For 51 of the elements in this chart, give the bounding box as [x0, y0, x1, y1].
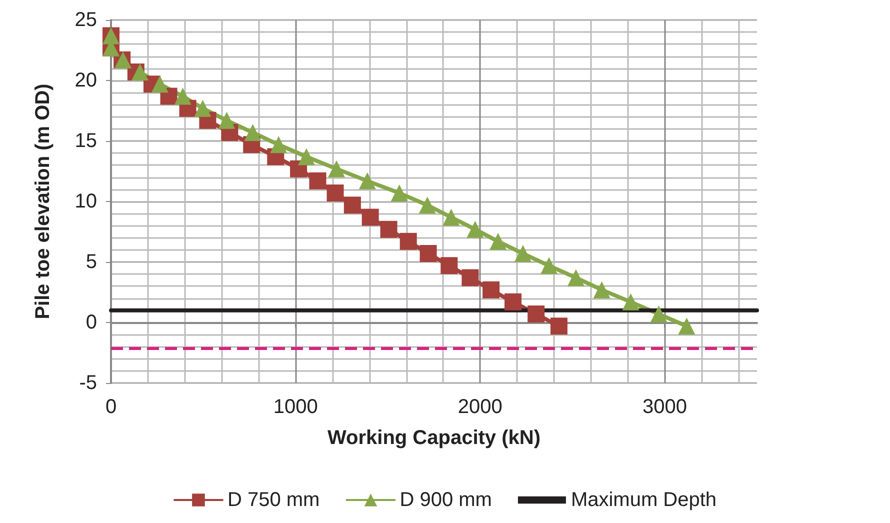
point: [344, 196, 361, 214]
x-tick-label: 2000: [458, 396, 502, 418]
point: [678, 318, 696, 335]
point: [567, 269, 584, 286]
point: [466, 220, 484, 238]
point: [151, 76, 168, 93]
point: [326, 184, 344, 202]
y-axis-title: Pile toe elevation (m OD): [32, 84, 54, 320]
point: [440, 257, 458, 274]
point: [593, 281, 610, 298]
point: [650, 306, 668, 323]
point: [442, 208, 460, 226]
y-tick-label: 25: [74, 9, 97, 31]
x-tick-label: 3000: [642, 396, 687, 418]
legend-label: D 900 mm: [400, 489, 492, 511]
point: [270, 136, 288, 154]
point: [482, 281, 500, 298]
point: [218, 112, 236, 129]
point: [194, 100, 212, 117]
point: [550, 318, 568, 335]
point: [514, 245, 532, 262]
point: [540, 257, 558, 274]
point: [622, 293, 640, 310]
point: [400, 232, 417, 250]
y-tick-label: -5: [79, 372, 97, 394]
y-tick-label: 0: [86, 312, 97, 334]
point: [462, 269, 479, 286]
x-tick-label: 0: [105, 396, 117, 418]
y-tick-label: 10: [74, 190, 97, 212]
point: [390, 184, 408, 202]
point: [328, 160, 346, 178]
legend-label: Maximum Depth: [570, 489, 717, 511]
x-axis-title: Working Capacity (kN): [328, 427, 540, 449]
point: [358, 172, 376, 190]
point: [362, 208, 379, 226]
point: [418, 196, 436, 214]
point: [298, 148, 315, 166]
point: [528, 306, 545, 323]
point: [131, 64, 148, 81]
point: [174, 88, 192, 105]
point: [309, 172, 326, 190]
point: [490, 232, 507, 250]
point: [504, 293, 522, 310]
y-tick-label: 15: [74, 130, 97, 152]
legend-label: D 750 mm: [227, 489, 320, 511]
point: [244, 124, 262, 142]
y-tick-label: 5: [86, 251, 97, 273]
point: [380, 220, 398, 238]
x-tick-label: 1000: [273, 396, 318, 418]
y-tick-label: 20: [74, 70, 97, 92]
point: [420, 245, 437, 262]
